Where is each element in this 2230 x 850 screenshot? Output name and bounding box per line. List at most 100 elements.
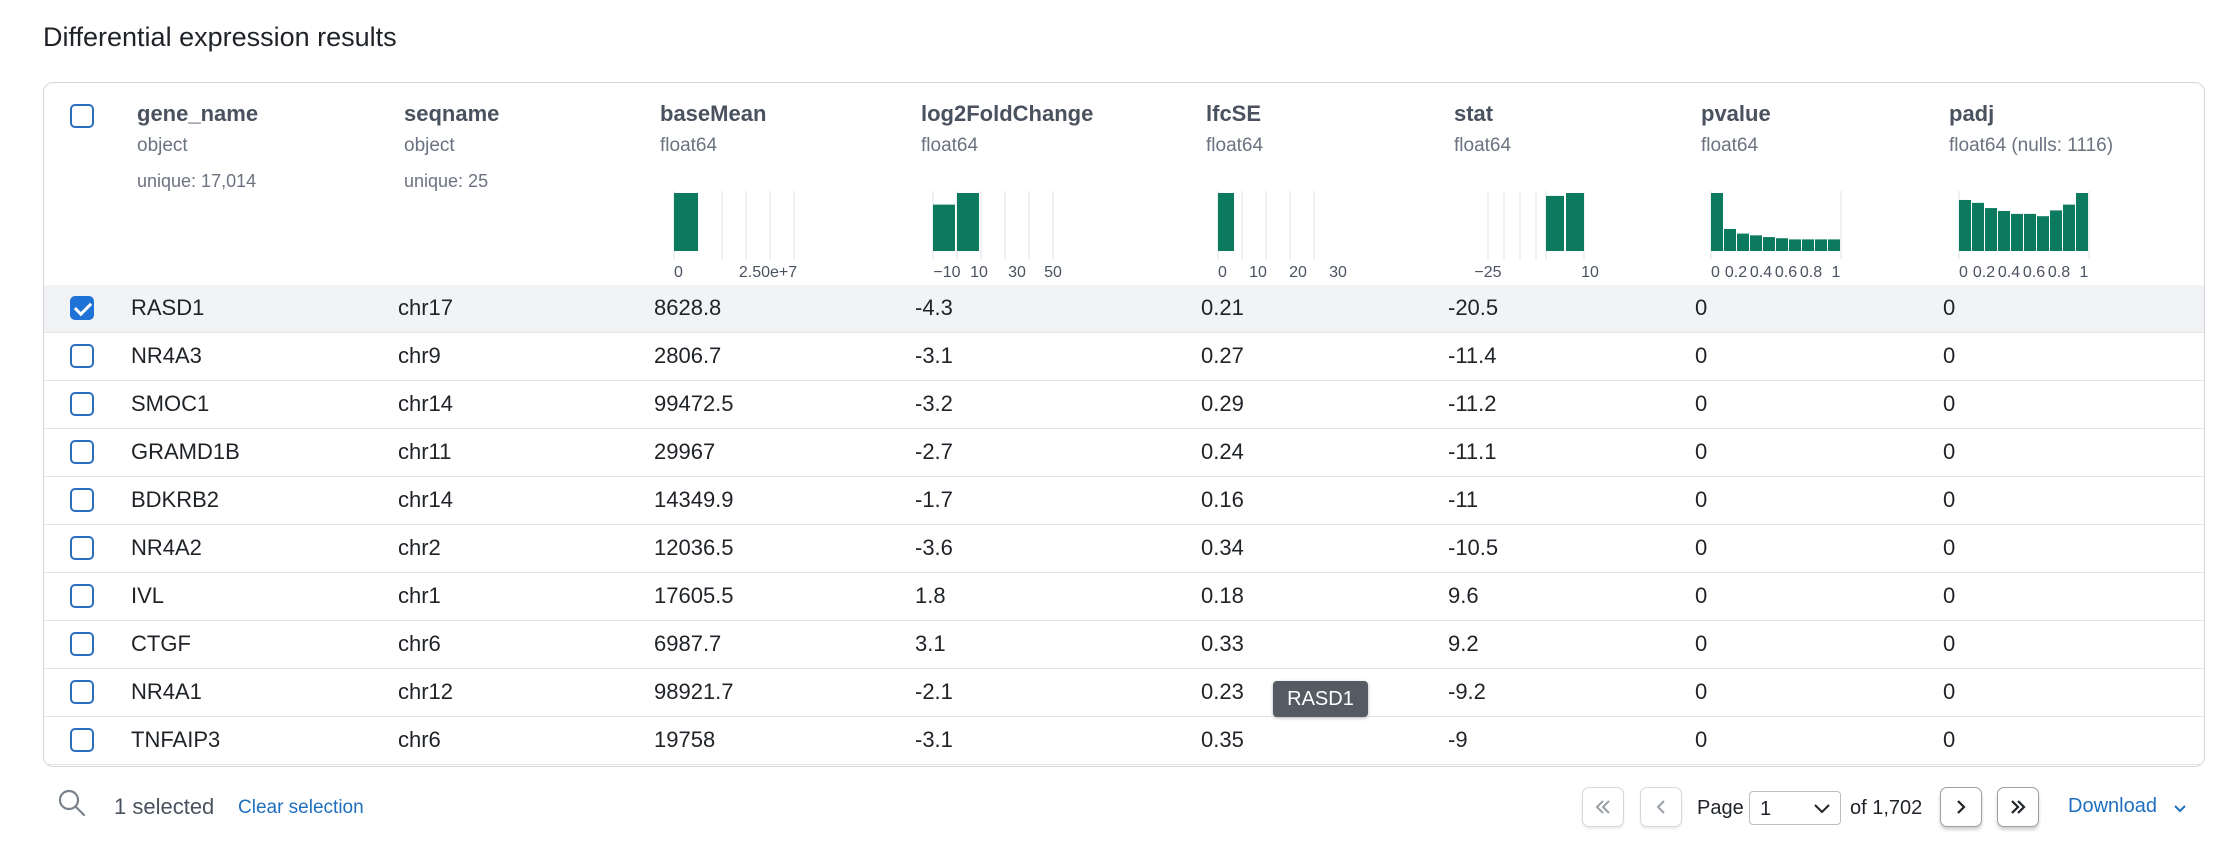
row-checkbox[interactable]: [70, 536, 94, 560]
row-checkbox[interactable]: [70, 392, 94, 416]
cell-lfcse: 0.16: [1201, 487, 1244, 512]
histogram-bar: [1998, 210, 2010, 251]
column-header-lfcse[interactable]: lfcSE float64: [1206, 101, 1263, 157]
cell-seqname: chr14: [398, 487, 454, 512]
column-type: float64: [921, 135, 979, 156]
column-name: seqname: [404, 101, 500, 126]
table-row[interactable]: TNFAIP3 chr6 19758 -3.1 0.35 -9 0 0: [44, 717, 2204, 765]
column-header-stat[interactable]: stat float64: [1454, 101, 1511, 157]
table-row[interactable]: NR4A1 chr12 98921.7 -2.1 0.23 -9.2 0 0: [44, 669, 2204, 717]
table-row[interactable]: NR4A3 chr9 2806.7 -3.1 0.27 -11.4 0 0: [44, 333, 2204, 381]
row-checkbox[interactable]: [70, 440, 94, 464]
cell-gene_name: NR4A2: [131, 535, 202, 560]
download-button[interactable]: Download: [2068, 795, 2157, 817]
table-row[interactable]: IVL chr1 17605.5 1.8 0.18 9.6 0 0: [44, 573, 2204, 621]
histogram-tick-label: 0.2: [1973, 264, 1995, 281]
table-row[interactable]: RASD1 chr17 8628.8 -4.3 0.21 -20.5 0 0: [44, 285, 2204, 333]
cell-basemean: 12036.5: [654, 535, 734, 560]
cell-log2foldchange: -3.2: [915, 391, 953, 416]
cell-padj: 0: [1943, 679, 1956, 704]
cell-log2foldchange: -3.1: [915, 343, 953, 368]
search-icon[interactable]: [56, 787, 88, 824]
column-header-basemean[interactable]: baseMean float64: [660, 101, 766, 157]
double-chevron-right-icon: [2011, 800, 2026, 814]
cell-seqname: chr6: [398, 727, 441, 752]
clear-selection-link[interactable]: Clear selection: [238, 797, 364, 818]
cell-pvalue: 0: [1695, 487, 1708, 512]
histogram-tick-label: 0.4: [1998, 264, 2020, 281]
histogram-tick-label: 0: [1218, 264, 1227, 281]
first-page-button[interactable]: [1582, 787, 1624, 827]
cell-lfcse: 0.18: [1201, 583, 1244, 608]
cell-seqname: chr17: [398, 295, 454, 320]
histogram-tick-label: 0.2: [1725, 264, 1747, 281]
cell-tooltip: RASD1: [1273, 681, 1368, 717]
cell-pvalue: 0: [1695, 343, 1708, 368]
cell-seqname: chr6: [398, 631, 441, 656]
chevron-down-icon[interactable]: [2172, 803, 2188, 815]
histogram-tick-label: 0.6: [2023, 264, 2045, 281]
results-table: gene_name object unique: 17,014 seqname obje…: [43, 82, 2205, 767]
histogram-tick-label: 0.8: [2048, 264, 2070, 281]
histogram-bar: [933, 204, 955, 251]
histogram-tick-label: 30: [1329, 264, 1347, 281]
page-select[interactable]: 1: [1749, 791, 1841, 825]
histogram-stat: −25 10: [1474, 191, 1599, 281]
row-checkbox[interactable]: [70, 584, 94, 608]
row-checkbox[interactable]: [70, 728, 94, 752]
row-checkbox[interactable]: [70, 296, 94, 320]
cell-pvalue: 0: [1695, 583, 1708, 608]
chevron-down-icon: [1814, 804, 1830, 814]
histogram-bar: [2063, 204, 2075, 251]
table-row[interactable]: SMOC1 chr14 99472.5 -3.2 0.29 -11.2 0 0: [44, 381, 2204, 429]
column-header-gene_name[interactable]: gene_name object unique: 17,014: [137, 101, 258, 192]
histogram-bar: [674, 193, 698, 251]
table-row[interactable]: GRAMD1B chr11 29967 -2.7 0.24 -11.1 0 0: [44, 429, 2204, 477]
next-page-button[interactable]: [1940, 787, 1982, 827]
histogram-tick-label: 30: [1008, 264, 1026, 281]
histogram-tick-label: 0.6: [1775, 264, 1797, 281]
cell-padj: 0: [1943, 487, 1956, 512]
column-header-seqname[interactable]: seqname object unique: 25: [404, 101, 499, 192]
cell-padj: 0: [1943, 439, 1956, 464]
histogram-lfcse: 0 10 20 30: [1217, 191, 1347, 281]
histogram-bar: [1546, 195, 1564, 251]
column-type: float64: [660, 135, 718, 156]
cell-padj: 0: [1943, 343, 1956, 368]
cell-log2foldchange: -3.6: [915, 535, 953, 560]
column-name: lfcSE: [1206, 101, 1262, 126]
table-row[interactable]: NR4A2 chr2 12036.5 -3.6 0.34 -10.5 0 0: [44, 525, 2204, 573]
table-row[interactable]: BDKRB2 chr14 14349.9 -1.7 0.16 -11 0 0: [44, 477, 2204, 525]
column-header-pvalue[interactable]: pvalue float64: [1701, 101, 1771, 157]
histogram-bar: [2076, 193, 2088, 251]
cell-seqname: chr9: [398, 343, 441, 368]
cell-log2foldchange: 3.1: [915, 631, 946, 656]
cell-stat: -11.4: [1448, 343, 1497, 368]
column-name: stat: [1454, 101, 1494, 126]
table-row[interactable]: CTGF chr6 6987.7 3.1 0.33 9.2 0 0: [44, 621, 2204, 669]
cell-lfcse: 0.23: [1201, 679, 1244, 704]
cell-stat: -11.1: [1448, 439, 1497, 464]
cell-seqname: chr14: [398, 391, 454, 416]
row-checkbox[interactable]: [70, 632, 94, 656]
histogram-tick-label: 0: [1959, 264, 1968, 281]
last-page-button[interactable]: [1997, 787, 2039, 827]
column-header-padj[interactable]: padj float64 (nulls: 1116): [1949, 101, 2113, 157]
column-header-log2foldchange[interactable]: log2FoldChange float64: [921, 101, 1093, 157]
histogram-tick-label: −10: [933, 264, 960, 281]
histogram-tick-label: 20: [1289, 264, 1307, 281]
row-checkbox[interactable]: [70, 344, 94, 368]
row-checkbox[interactable]: [70, 488, 94, 512]
cell-gene_name: BDKRB2: [131, 487, 220, 512]
cell-seqname: chr11: [398, 439, 452, 464]
histogram-tick-label: 0: [674, 264, 683, 281]
cell-stat: -11.2: [1448, 391, 1497, 416]
select-all-checkbox[interactable]: [70, 104, 94, 128]
cell-stat: 9.2: [1448, 631, 1479, 656]
histogram-bar: [1218, 193, 1234, 251]
row-checkbox[interactable]: [70, 680, 94, 704]
cell-pvalue: 0: [1695, 391, 1708, 416]
prev-page-button[interactable]: [1640, 787, 1682, 827]
cell-seqname: chr1: [398, 583, 441, 608]
cell-lfcse: 0.33: [1201, 631, 1244, 656]
